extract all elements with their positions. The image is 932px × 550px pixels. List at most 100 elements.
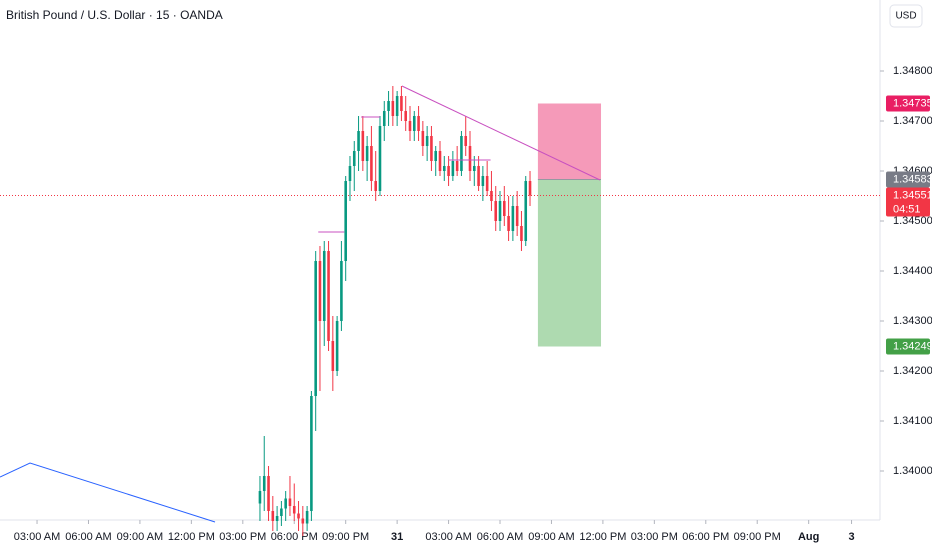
candle-body: [357, 131, 360, 151]
candle-body: [524, 181, 528, 241]
candle-body: [344, 181, 347, 261]
candle-body: [262, 476, 266, 491]
y-tick-label: 1.34200: [893, 365, 932, 377]
candle-body: [430, 136, 433, 161]
candle-body: [447, 166, 450, 176]
price-tag: [886, 338, 930, 355]
candle-body: [425, 136, 429, 146]
target-zone: [537, 103, 602, 180]
x-tick-label: 12:00 PM: [579, 531, 626, 543]
y-tick-label: 1.34300: [893, 315, 932, 327]
candle-body: [314, 261, 317, 396]
countdown: 04:51: [893, 203, 921, 215]
y-tick-label: 1.34700: [893, 115, 932, 127]
candle-body: [297, 513, 300, 519]
candle-body: [310, 396, 313, 511]
candle-body: [438, 151, 442, 171]
candle-body: [387, 101, 390, 111]
x-tick-label: 03:00 AM: [14, 531, 60, 543]
price-tag: [886, 95, 930, 112]
x-tick-label: 06:00 PM: [682, 531, 729, 543]
chart-title: British Pound / U.S. Dollar · 15 · OANDA: [6, 8, 223, 22]
x-tick-label: 03:00 PM: [631, 531, 678, 543]
candle-body: [507, 216, 510, 231]
candle-body: [477, 166, 480, 186]
trend-line: [0, 462, 216, 523]
candle-body: [267, 476, 270, 511]
candle-body: [318, 261, 322, 321]
candle-body: [400, 96, 403, 111]
x-tick-label: 03:00 PM: [219, 531, 266, 543]
candle-body: [421, 131, 425, 146]
candle-body: [391, 101, 395, 116]
candle-body: [503, 201, 506, 216]
candle-body: [455, 161, 459, 171]
candle-body: [481, 176, 485, 186]
candle-body: [472, 166, 476, 171]
candle-body: [498, 201, 502, 221]
candle-body: [322, 251, 326, 321]
candle-body: [258, 491, 262, 504]
x-tick-label: 06:00 PM: [271, 531, 318, 543]
x-tick-label: 03:00 AM: [425, 531, 471, 543]
price-tag-label: 1.34735: [893, 97, 932, 109]
candle-body: [460, 136, 463, 171]
trend-line: [401, 85, 601, 181]
candle-body: [520, 226, 523, 241]
x-tick-label: 12:00 PM: [168, 531, 215, 543]
candle-body: [408, 121, 412, 131]
candle-body: [327, 251, 330, 341]
candle-body: [528, 181, 532, 196]
x-tick-label: 06:00 AM: [65, 531, 111, 543]
x-tick-label: 09:00 PM: [734, 531, 781, 543]
candle-body: [305, 511, 309, 524]
candle-body: [301, 518, 305, 524]
currency-button[interactable]: [889, 4, 923, 28]
candle-body: [284, 498, 287, 509]
candle-body: [292, 506, 296, 514]
x-tick-label: 31: [391, 531, 403, 543]
y-tick-label: 1.34000: [893, 465, 932, 477]
currency-label: USD: [895, 11, 916, 22]
candle-body: [382, 111, 386, 126]
y-tick-label: 1.34100: [893, 415, 932, 427]
y-tick-label: 1.34400: [893, 265, 932, 277]
candle-body: [378, 126, 382, 191]
stop-zone: [537, 179, 602, 347]
candle-body: [288, 498, 292, 506]
candle-body: [275, 516, 279, 521]
candle-body: [412, 116, 416, 131]
candle-body: [352, 151, 356, 166]
x-tick-label: 09:00 PM: [322, 531, 369, 543]
candle-body: [417, 116, 420, 131]
candle-body: [374, 181, 377, 191]
candle-body: [331, 341, 335, 371]
price-tag-label: 1.34583: [893, 173, 932, 185]
candle-body: [434, 151, 438, 161]
candle-body: [361, 131, 365, 161]
candle-body: [468, 146, 472, 171]
candle-body: [280, 508, 283, 516]
candle-body: [365, 146, 369, 161]
x-tick-label: Aug: [798, 531, 819, 543]
x-tick-label: 09:00 AM: [117, 531, 163, 543]
price-tag: [886, 171, 930, 188]
x-tick-label: 09:00 AM: [528, 531, 574, 543]
candle-body: [335, 321, 339, 371]
candle-body: [511, 206, 515, 231]
candle-body: [404, 111, 408, 121]
candle-body: [464, 136, 468, 146]
candle-body: [490, 191, 493, 201]
candle-body: [494, 201, 498, 221]
x-tick-label: 06:00 AM: [477, 531, 523, 543]
y-tick-label: 1.34500: [893, 215, 932, 227]
price-tag-label: 1.34249: [893, 340, 932, 352]
candle-body: [485, 176, 489, 191]
candle-body: [370, 146, 373, 181]
candle-body: [348, 166, 352, 181]
price-tag: [886, 187, 930, 217]
candle-body: [451, 161, 455, 176]
price-tag-label: 1.34551: [893, 189, 932, 201]
candle-body: [395, 96, 399, 116]
candle-body: [340, 261, 343, 321]
